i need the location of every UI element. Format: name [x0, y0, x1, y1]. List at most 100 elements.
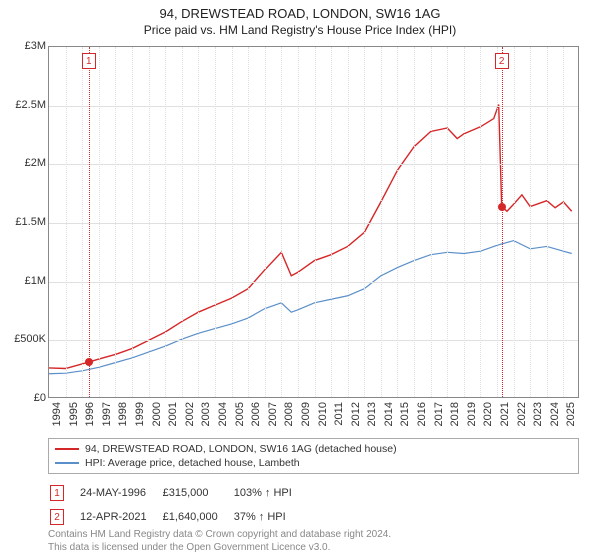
x-axis-label: 2015: [399, 402, 411, 432]
legend-row: HPI: Average price, detached house, Lamb…: [55, 456, 572, 470]
gridline-v: [165, 47, 166, 397]
chart-lines-svg: [49, 47, 578, 397]
gridline-v: [514, 47, 515, 397]
x-axis-label: 2018: [449, 402, 461, 432]
x-axis-label: 2024: [549, 402, 561, 432]
event-marker: 1: [82, 53, 96, 69]
gridline-v: [182, 47, 183, 397]
series-line-price_paid: [49, 104, 572, 368]
x-axis-label: 2020: [482, 402, 494, 432]
x-axis-label: 2022: [516, 402, 528, 432]
y-axis-label: £3M: [6, 40, 46, 52]
gridline-v: [480, 47, 481, 397]
gridline-h: [49, 106, 578, 107]
event-date: 12-APR-2021: [80, 506, 161, 528]
event-dot: [85, 358, 93, 366]
chart-subtitle: Price paid vs. HM Land Registry's House …: [0, 23, 600, 37]
x-axis-label: 1999: [134, 402, 146, 432]
gridline-v: [364, 47, 365, 397]
x-axis-label: 2023: [532, 402, 544, 432]
gridline-v: [331, 47, 332, 397]
footer-line: Contains HM Land Registry data © Crown c…: [48, 528, 391, 541]
x-axis-label: 2010: [317, 402, 329, 432]
legend-swatch: [55, 462, 79, 464]
gridline-h: [49, 340, 578, 341]
x-axis-label: 2008: [283, 402, 295, 432]
x-axis-label: 2017: [433, 402, 445, 432]
event-row: 1 24-MAY-1996 £315,000 103% ↑ HPI: [50, 482, 306, 504]
gridline-v: [215, 47, 216, 397]
gridline-v: [265, 47, 266, 397]
event-price: £315,000: [163, 482, 232, 504]
x-axis-label: 1998: [117, 402, 129, 432]
x-axis-label: 2014: [383, 402, 395, 432]
event-dot: [498, 203, 506, 211]
event-price: £1,640,000: [163, 506, 232, 528]
x-axis-label: 2009: [300, 402, 312, 432]
gridline-v: [414, 47, 415, 397]
x-axis-label: 2006: [250, 402, 262, 432]
gridline-v: [497, 47, 498, 397]
y-axis-label: £1.5M: [6, 216, 46, 228]
gridline-v: [99, 47, 100, 397]
legend-swatch: [55, 448, 79, 450]
gridline-h: [49, 282, 578, 283]
gridline-v: [563, 47, 564, 397]
gridline-v: [198, 47, 199, 397]
event-delta: 103% ↑ HPI: [234, 482, 306, 504]
gridline-v: [447, 47, 448, 397]
gridline-v: [149, 47, 150, 397]
x-axis-label: 1996: [84, 402, 96, 432]
chart-header: 94, DREWSTEAD ROAD, LONDON, SW16 1AG Pri…: [0, 0, 600, 37]
event-row: 2 12-APR-2021 £1,640,000 37% ↑ HPI: [50, 506, 306, 528]
y-axis-label: £2M: [6, 157, 46, 169]
chart-title: 94, DREWSTEAD ROAD, LONDON, SW16 1AG: [0, 6, 600, 21]
x-axis-label: 2012: [350, 402, 362, 432]
gridline-v: [232, 47, 233, 397]
x-axis-label: 1994: [51, 402, 63, 432]
legend-label: 94, DREWSTEAD ROAD, LONDON, SW16 1AG (de…: [85, 443, 397, 455]
gridline-v: [381, 47, 382, 397]
gridline-v: [431, 47, 432, 397]
gridline-v: [248, 47, 249, 397]
x-axis-label: 2001: [167, 402, 179, 432]
gridline-v: [530, 47, 531, 397]
gridline-v: [397, 47, 398, 397]
y-axis-label: £0: [6, 392, 46, 404]
gridline-v: [132, 47, 133, 397]
event-delta: 37% ↑ HPI: [234, 506, 306, 528]
x-axis-label: 2016: [416, 402, 428, 432]
event-marker: 2: [495, 53, 509, 69]
gridline-v: [66, 47, 67, 397]
gridline-v: [281, 47, 282, 397]
y-axis-label: £1M: [6, 275, 46, 287]
series-line-hpi: [49, 241, 572, 374]
x-axis-label: 2019: [466, 402, 478, 432]
x-axis-label: 1995: [68, 402, 80, 432]
gridline-v: [547, 47, 548, 397]
chart-legend: 94, DREWSTEAD ROAD, LONDON, SW16 1AG (de…: [48, 438, 579, 474]
y-axis-label: £2.5M: [6, 99, 46, 111]
x-axis-label: 2013: [366, 402, 378, 432]
gridline-v: [115, 47, 116, 397]
event-line: [502, 47, 503, 397]
x-axis-label: 2005: [234, 402, 246, 432]
legend-row: 94, DREWSTEAD ROAD, LONDON, SW16 1AG (de…: [55, 442, 572, 456]
event-line: [89, 47, 90, 397]
gridline-v: [82, 47, 83, 397]
event-date: 24-MAY-1996: [80, 482, 161, 504]
x-axis-label: 2025: [565, 402, 577, 432]
gridline-v: [298, 47, 299, 397]
chart-footer: Contains HM Land Registry data © Crown c…: [48, 528, 391, 554]
x-axis-label: 2000: [151, 402, 163, 432]
x-axis-label: 2011: [333, 402, 345, 432]
x-axis-label: 2007: [267, 402, 279, 432]
event-marker-icon: 2: [50, 509, 64, 525]
x-axis-label: 2021: [499, 402, 511, 432]
chart-plot-area: 12: [48, 46, 579, 398]
x-axis-label: 1997: [101, 402, 113, 432]
gridline-v: [315, 47, 316, 397]
gridline-h: [49, 164, 578, 165]
gridline-v: [348, 47, 349, 397]
gridline-h: [49, 223, 578, 224]
